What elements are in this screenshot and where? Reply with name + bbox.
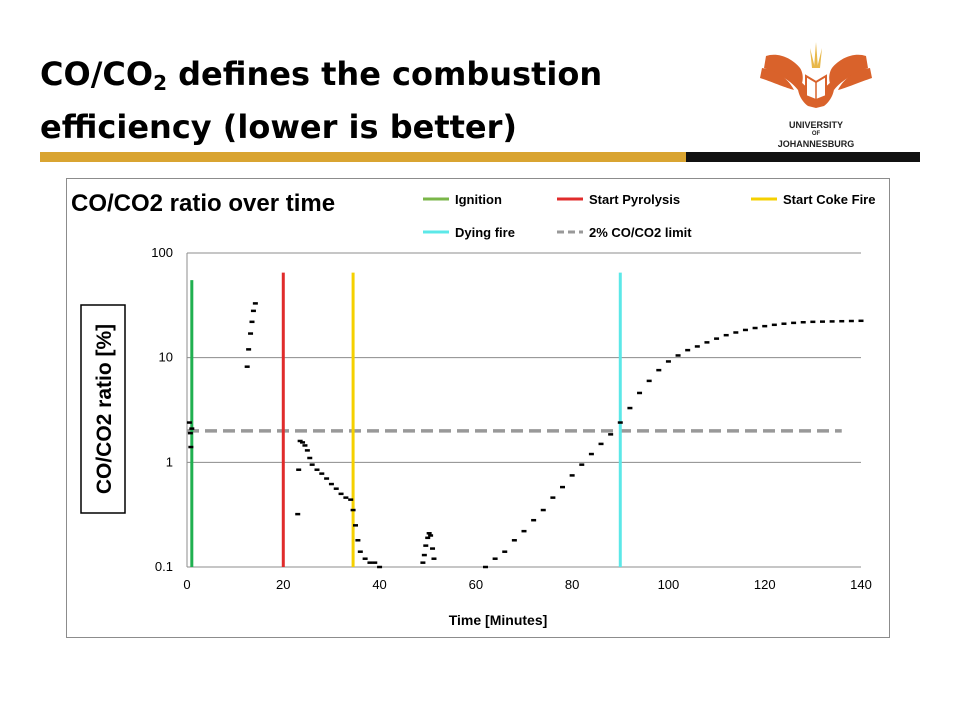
legend-label-start-pyrolysis: Start Pyrolysis (589, 192, 680, 207)
slide-title: CO/CO2 defines the combustion efficiency… (40, 55, 603, 146)
x-tick-label: 140 (850, 577, 872, 592)
y-tick-labels: 100 10 1 0.1 (151, 245, 173, 574)
chart-title: CO/CO2 ratio over time (71, 190, 335, 217)
legend-label-2-co-co2-limit: 2% CO/CO2 limit (589, 225, 692, 240)
divider-gold-segment (40, 152, 686, 162)
logo-emblem-icon (760, 42, 872, 108)
x-tick-label: 20 (276, 577, 290, 592)
y-axis-title-box (80, 304, 126, 514)
chart-container: CO/CO2 ratio over time Ignition Start Pyr… (66, 178, 890, 638)
legend-label-dying-fire: Dying fire (455, 225, 515, 240)
y-axis-title: CO/CO2 ratio [%] (93, 324, 116, 494)
logo-line-of: OF (811, 131, 821, 137)
x-axis-title: Time [Minutes] (449, 612, 548, 628)
x-tick-label: 60 (469, 577, 483, 592)
university-logo: UNIVERSITY OF JOHANNESBURG (748, 38, 884, 150)
legend-label-start-coke-fire: Start Coke Fire (783, 192, 875, 207)
data-points (186, 302, 864, 569)
chart-gridlines (187, 252, 861, 568)
event-marker-lines (190, 272, 622, 567)
chart-svg: CO/CO2 ratio over time Ignition Start Pyr… (71, 190, 875, 628)
y-tick-label: 100 (151, 245, 173, 260)
x-tick-label: 40 (372, 577, 386, 592)
x-tick-label: 120 (754, 577, 776, 592)
logo-line-university: UNIVERSITY (788, 120, 843, 130)
title-divider (40, 152, 920, 162)
logo-line-johannesburg: JOHANNESBURG (777, 139, 855, 149)
y-tick-label: 10 (159, 350, 173, 365)
divider-dark-segment (686, 152, 920, 162)
legend-label-ignition: Ignition (455, 192, 502, 207)
x-tick-label: 80 (565, 577, 579, 592)
x-tick-label: 0 (183, 577, 190, 592)
y-tick-label: 0.1 (155, 559, 173, 574)
chart-axes (186, 253, 861, 568)
x-tick-labels: 0 20 40 60 80 100 120 140 (183, 577, 871, 592)
x-tick-label: 100 (658, 577, 680, 592)
chart-legend: Ignition Start Pyrolysis Start Coke Fire Dy… (423, 192, 875, 240)
y-tick-label: 1 (166, 454, 173, 469)
